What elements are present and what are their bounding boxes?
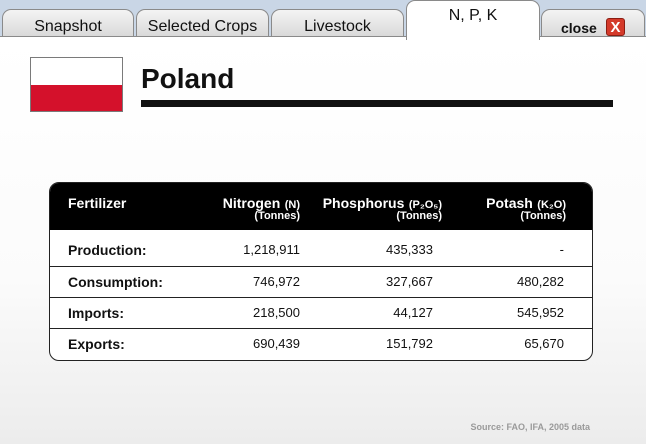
header-nitrogen-unit: (Tonnes)	[254, 210, 300, 222]
tab-snapshot[interactable]: Snapshot	[2, 9, 134, 37]
cell-nitrogen: 746,972	[253, 274, 300, 289]
header-phosphorus-formula: (P₂O₅)	[408, 199, 442, 211]
header-phosphorus-name: Phosphorus	[322, 195, 405, 211]
header-nitrogen: Nitrogen (N) (Tonnes)	[190, 195, 300, 222]
country-title: Poland	[141, 63, 235, 94]
header-potash-unit: (Tonnes)	[520, 210, 566, 222]
tab-selected-crops-label: Selected Crops	[147, 18, 258, 35]
tab-npk-label: N, P, K	[448, 7, 498, 24]
close-icon[interactable]: X	[606, 18, 625, 36]
source-note: Source: FAO, IFA, 2005 data	[470, 422, 590, 432]
cell-nitrogen: 1,218,911	[243, 242, 300, 257]
header-potash: Potash (K₂O) (Tonnes)	[456, 195, 566, 222]
close-button[interactable]: close X	[541, 9, 645, 37]
header-potash-formula: (K₂O)	[537, 199, 566, 211]
row-label: Production:	[68, 242, 147, 258]
table-row-consumption: Consumption: 746,972 327,667 480,282	[50, 266, 592, 297]
header-nitrogen-formula: (N)	[284, 199, 300, 211]
cell-phosphorus: 327,667	[386, 274, 433, 289]
cell-potash: 65,670	[524, 336, 564, 351]
cell-phosphorus: 435,333	[386, 242, 433, 257]
close-label: close	[561, 20, 597, 36]
table-header: Fertilizer Nitrogen (N) (Tonnes) Phospho…	[50, 183, 592, 230]
tab-livestock[interactable]: Livestock	[271, 9, 404, 37]
flag-red-stripe	[31, 84, 122, 111]
cell-potash: 545,952	[517, 305, 564, 320]
header-fertilizer: Fertilizer	[68, 195, 127, 211]
cell-potash: 480,282	[517, 274, 564, 289]
cell-phosphorus: 151,792	[386, 336, 433, 351]
flag-white-stripe	[31, 58, 122, 85]
row-label: Imports:	[68, 305, 124, 321]
header-phosphorus-unit: (Tonnes)	[396, 210, 442, 222]
cell-phosphorus: 44,127	[393, 305, 433, 320]
table-row-exports: Exports: 690,439 151,792 65,670	[50, 328, 592, 359]
header-phosphorus: Phosphorus (P₂O₅) (Tonnes)	[302, 195, 442, 222]
content-panel: Poland Fertilizer Nitrogen (N) (Tonnes) …	[0, 36, 646, 444]
table-row-production: Production: 1,218,911 435,333 -	[50, 235, 592, 266]
title-underline	[141, 100, 613, 107]
poland-flag-icon	[30, 57, 123, 112]
tab-livestock-label: Livestock	[304, 18, 371, 35]
table-row-imports: Imports: 218,500 44,127 545,952	[50, 297, 592, 328]
header-potash-name: Potash	[486, 195, 533, 211]
cell-nitrogen: 218,500	[253, 305, 300, 320]
tab-selected-crops[interactable]: Selected Crops	[136, 9, 269, 37]
cell-nitrogen: 690,439	[253, 336, 300, 351]
cell-potash: -	[559, 242, 564, 257]
fertilizer-table: Fertilizer Nitrogen (N) (Tonnes) Phospho…	[49, 182, 593, 361]
row-label: Exports:	[68, 336, 125, 352]
tab-npk[interactable]: N, P, K	[406, 0, 540, 40]
header-nitrogen-name: Nitrogen	[222, 195, 281, 211]
tab-snapshot-label: Snapshot	[34, 18, 102, 35]
row-label: Consumption:	[68, 274, 163, 290]
